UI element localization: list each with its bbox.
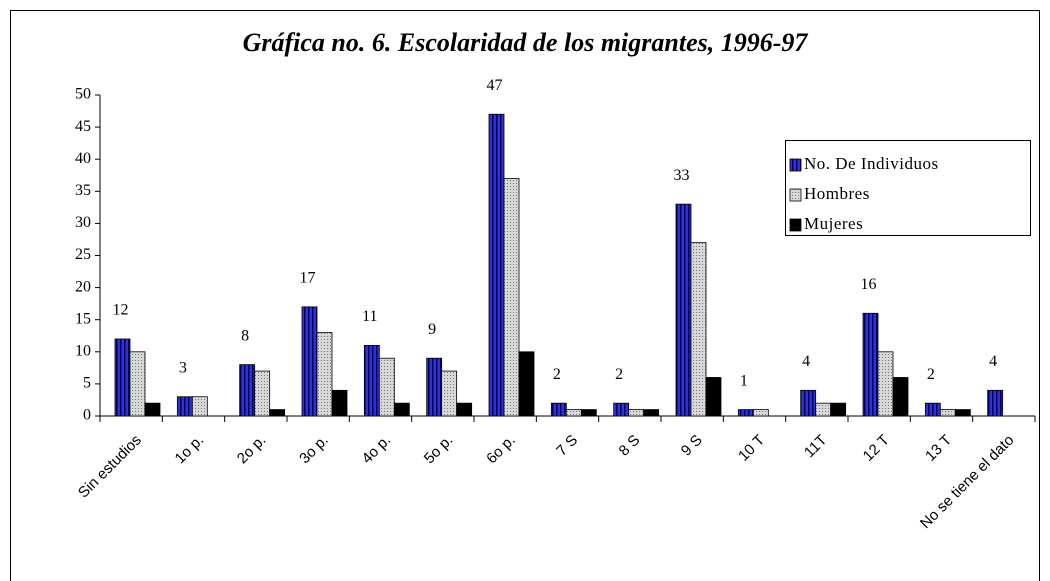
data-label: 11 [362, 308, 377, 325]
data-label: 2 [927, 366, 935, 383]
y-tick-label: 50 [75, 86, 91, 103]
bar [892, 377, 909, 417]
legend-label: Mujeres [804, 214, 863, 233]
bar [176, 396, 193, 417]
y-tick-label: 35 [75, 182, 91, 199]
bar [254, 370, 271, 417]
bar [800, 389, 817, 417]
y-tick-label: 45 [75, 118, 91, 135]
bar [752, 409, 769, 417]
bar [815, 402, 832, 417]
y-tick-label: 30 [75, 214, 91, 231]
data-label: 4 [989, 353, 997, 370]
y-tick-label: 0 [83, 407, 91, 424]
y-tick-label: 5 [83, 375, 91, 392]
bar [877, 351, 894, 417]
bar [363, 344, 380, 417]
bar [441, 370, 458, 417]
bar [705, 377, 722, 417]
y-tick-label: 40 [75, 150, 91, 167]
legend-label: Hombres [804, 184, 870, 203]
chart-border [10, 10, 1040, 581]
data-label: 8 [241, 327, 249, 344]
bar [144, 402, 161, 417]
bar [393, 402, 410, 417]
bar [129, 351, 146, 417]
bar [862, 312, 879, 417]
bar [987, 389, 1004, 417]
bar [378, 357, 395, 417]
bar [628, 409, 645, 417]
y-tick-label: 20 [75, 278, 91, 295]
bar [939, 409, 956, 417]
data-label: 1 [740, 372, 748, 389]
bar [954, 409, 971, 417]
legend-label: No. De Individuos [804, 154, 939, 173]
data-label: 47 [487, 77, 503, 94]
data-label: 4 [802, 353, 810, 370]
bar [269, 409, 286, 417]
bar [191, 396, 208, 417]
bar [550, 402, 567, 417]
bar [924, 402, 941, 417]
bar [643, 409, 660, 417]
bar [239, 364, 256, 417]
bar [426, 357, 443, 417]
data-label: 2 [615, 366, 623, 383]
bar [565, 409, 582, 417]
bar [675, 203, 692, 417]
data-label: 2 [553, 366, 561, 383]
legend-box [785, 140, 1031, 236]
chart-title: Gráfica no. 6. Escolaridad de los migran… [243, 28, 809, 57]
y-tick-label: 15 [75, 310, 91, 327]
bar [331, 389, 348, 417]
bar [830, 402, 847, 417]
bar [456, 402, 473, 417]
data-label: 12 [113, 302, 129, 319]
y-tick-label: 25 [75, 246, 91, 263]
bar [690, 242, 707, 417]
y-tick-label: 10 [75, 342, 91, 359]
bar [316, 332, 333, 417]
data-label: 3 [179, 359, 187, 376]
bar [114, 338, 131, 417]
data-label: 16 [861, 276, 877, 293]
bar [737, 409, 754, 417]
bar [518, 351, 535, 417]
legend-swatch [789, 218, 802, 232]
legend-swatch [789, 188, 802, 202]
data-label: 9 [428, 321, 436, 338]
bar [613, 402, 630, 417]
bar [503, 178, 520, 417]
bar [488, 113, 505, 417]
legend-swatch [789, 158, 802, 172]
data-label: 33 [674, 167, 690, 184]
bar [301, 306, 318, 417]
bar [580, 409, 597, 417]
data-label: 17 [300, 270, 316, 287]
